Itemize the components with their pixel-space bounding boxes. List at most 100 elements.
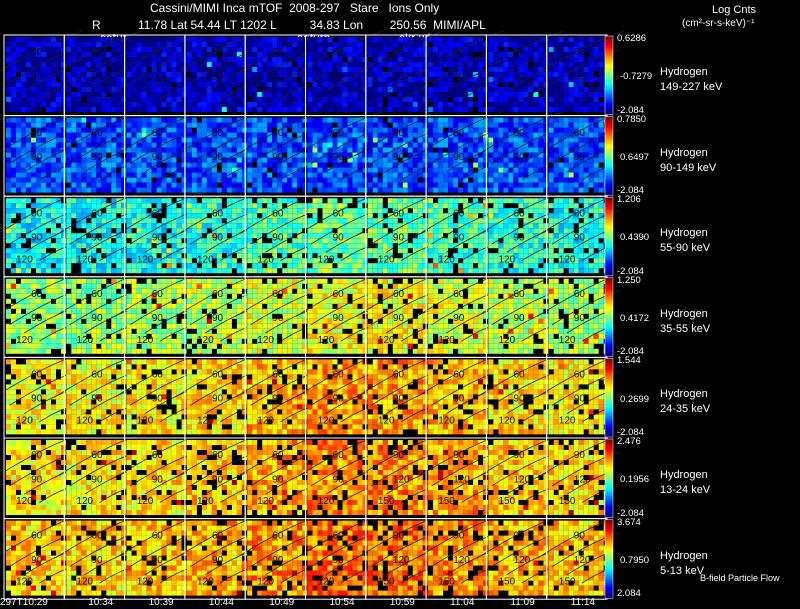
- pixel: [412, 92, 418, 97]
- pixel: [443, 223, 449, 229]
- pixel: [191, 132, 197, 138]
- pixel: [438, 62, 444, 67]
- pixel: [392, 152, 398, 158]
- pixel: [186, 248, 192, 254]
- pixel: [247, 37, 253, 42]
- pixel: [337, 258, 343, 264]
- pixel: [56, 238, 61, 244]
- pixel: [478, 172, 484, 178]
- pixel: [428, 137, 434, 143]
- pixel: [66, 137, 72, 143]
- pixel: [382, 167, 388, 173]
- pixel: [181, 223, 187, 229]
- pixel: [397, 132, 403, 138]
- pixel: [488, 142, 494, 148]
- pixel: [453, 62, 459, 67]
- pixel: [216, 253, 222, 259]
- pixel: [412, 213, 418, 219]
- pixel: [71, 258, 77, 264]
- pixel: [116, 97, 122, 102]
- pixel: [16, 77, 21, 82]
- contour-label: 60: [272, 208, 284, 219]
- pixel: [196, 52, 202, 57]
- pixel: [252, 72, 258, 77]
- pixel: [362, 213, 368, 219]
- pixel: [171, 117, 177, 123]
- pixel: [302, 248, 308, 254]
- pixel: [508, 177, 514, 183]
- pixel: [598, 82, 604, 87]
- contour-line: [476, 111, 564, 156]
- pixel: [131, 37, 137, 42]
- pixel: [31, 167, 36, 173]
- pixel: [412, 47, 418, 52]
- pixel: [221, 258, 227, 264]
- pixel: [513, 127, 519, 133]
- pixel: [106, 132, 112, 138]
- pixel: [272, 263, 278, 269]
- pixel: [508, 107, 514, 112]
- pixel: [176, 172, 182, 178]
- pixel: [126, 87, 132, 92]
- pixel: [377, 77, 383, 82]
- pixel: [468, 182, 474, 188]
- pixel: [503, 167, 509, 173]
- pixel: [262, 213, 268, 219]
- pixel: [66, 92, 72, 97]
- pixel: [91, 102, 97, 107]
- pixel: [503, 67, 509, 72]
- pixel: [106, 37, 112, 42]
- pixel: [66, 263, 72, 269]
- pixel: [241, 172, 247, 178]
- pixel: [312, 157, 318, 163]
- pixel: [382, 263, 388, 269]
- colorbar-step: [605, 108, 613, 112]
- pixel: [267, 182, 273, 188]
- pixel: [538, 162, 544, 168]
- pixel: [121, 77, 127, 82]
- pixel: [126, 107, 132, 112]
- pixel: [146, 87, 152, 92]
- pixel: [71, 208, 77, 214]
- pixel: [36, 162, 41, 168]
- pixel: [247, 258, 253, 264]
- pixel: [387, 47, 393, 52]
- pixel: [402, 253, 408, 259]
- pixel: [478, 92, 484, 97]
- pixel: [141, 228, 147, 234]
- pixel: [312, 263, 318, 269]
- pixel: [548, 177, 554, 183]
- pixel: [553, 82, 559, 87]
- pixel: [201, 198, 207, 204]
- pixel: [443, 137, 449, 143]
- pixel: [186, 102, 192, 107]
- pixel: [372, 42, 378, 47]
- pixel: [101, 92, 107, 97]
- pixel: [86, 162, 92, 168]
- pixel: [56, 258, 61, 264]
- pixel: [553, 147, 559, 153]
- pixel: [397, 243, 403, 249]
- pixel: [523, 97, 529, 102]
- pixel: [407, 67, 413, 72]
- pixel: [56, 233, 61, 239]
- pixel: [111, 258, 117, 264]
- pixel: [176, 72, 182, 77]
- pixel: [171, 218, 177, 224]
- pixel: [578, 107, 584, 112]
- pixel: [41, 182, 46, 188]
- pixel: [453, 97, 459, 102]
- pixel: [392, 42, 398, 47]
- pixel: [211, 213, 217, 219]
- contour-label: 60: [31, 47, 43, 58]
- pixel: [573, 37, 579, 42]
- pixel: [568, 77, 574, 82]
- pixel: [498, 37, 504, 42]
- pixel: [91, 157, 97, 163]
- pixel: [6, 117, 11, 123]
- pixel: [528, 137, 534, 143]
- colorbar-step: [605, 67, 613, 70]
- pixel: [377, 243, 383, 249]
- pixel: [166, 198, 172, 204]
